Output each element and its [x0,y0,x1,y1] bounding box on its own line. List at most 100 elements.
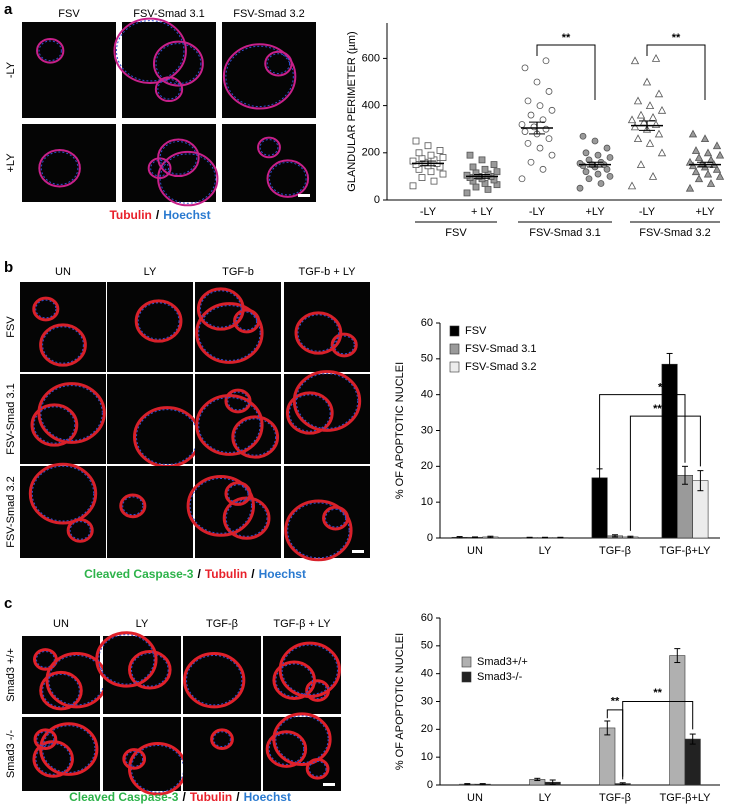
point [463,171,471,179]
nuclei [288,394,331,432]
y-tick-label: 20 [421,460,433,472]
significance-label: ** [658,381,667,393]
group-label: FSV-Smad 3.1 [529,227,601,239]
point [712,141,722,150]
caption-part: Hoechst [163,208,210,222]
point [478,156,486,164]
x-tick-label: TGF-β+LY [659,545,711,557]
gland [195,302,264,364]
nuclei [125,751,144,767]
caption-part: Tubulin [190,790,232,804]
nuclei [297,314,340,352]
row-label: +LY [5,153,17,173]
significance-bracket [536,44,596,100]
gland [257,136,281,159]
nuclei [38,40,62,62]
row-label: FSV [5,316,17,338]
nuclei [308,760,327,777]
nuclei [269,161,307,196]
point [521,128,529,135]
point [630,56,640,65]
caption-part: / [197,567,201,581]
point [582,149,590,157]
micrograph [107,374,193,464]
point [521,64,529,72]
gland [32,296,60,322]
point [427,168,435,176]
x-tick-label: TGF-β [599,792,631,804]
point [657,148,667,157]
gland [196,287,245,331]
point [594,170,602,178]
gland [39,323,87,367]
legend-label: Smad3-/- [477,671,523,683]
gland [210,728,234,751]
point [469,163,477,171]
y-tick-label: 50 [421,353,433,365]
point [603,165,611,173]
gland [152,40,204,87]
y-tick-label: 0 [427,779,433,791]
point [582,168,590,176]
gland [33,728,58,751]
point [651,120,661,128]
micrograph [222,22,316,118]
point [691,146,701,154]
column-label: UN [53,618,69,630]
column-label: TGF-b [222,266,254,278]
point [463,189,471,197]
significance-label: ** [653,403,662,415]
gland [272,712,332,767]
nuclei [199,290,242,328]
point [715,172,725,180]
caption-part: Hoechst [259,567,306,581]
nuclei [189,477,252,534]
column-label: TGF-b + LY [299,266,357,278]
point [548,151,556,159]
gland [119,493,147,519]
caption-part: Tubulin [205,567,247,581]
point [585,175,593,183]
gland [32,740,74,778]
significance-bracket [646,44,706,100]
gland [264,50,293,77]
column-label: FSV [58,8,80,20]
row-label: Smad3 -/- [5,730,17,779]
significance-bracket [622,701,694,777]
y-tick-label: 400 [362,100,380,112]
caption-part: / [236,790,240,804]
nuclei [122,496,144,516]
point [657,105,667,114]
point [594,151,602,159]
gland [231,415,280,459]
point [633,96,643,105]
nuclei [155,43,202,85]
micrograph [183,636,261,714]
nuclei [198,305,261,361]
point [493,168,501,176]
caption-part: / [182,790,186,804]
y-tick-label: 40 [421,668,433,680]
panel-letter: b [4,259,13,276]
nuclei [36,731,55,748]
x-tick-label: LY [539,792,552,804]
y-tick-label: 50 [421,640,433,652]
point [627,181,637,190]
nuclei [69,521,91,540]
point [603,144,611,152]
nuclei [157,78,181,100]
point [518,121,526,128]
x-tick-label: UN [467,792,483,804]
legend-label: FSV-Smad 3.1 [465,343,537,355]
point [685,183,695,192]
point [409,182,417,190]
nuclei [287,502,350,559]
nuclei [234,418,277,456]
nuclei [159,141,198,175]
nuclei [42,326,84,364]
nuclei [295,373,359,429]
gland [122,748,147,770]
column-label: TGF-β + LY [273,618,331,630]
y-tick-label: 20 [421,723,433,735]
